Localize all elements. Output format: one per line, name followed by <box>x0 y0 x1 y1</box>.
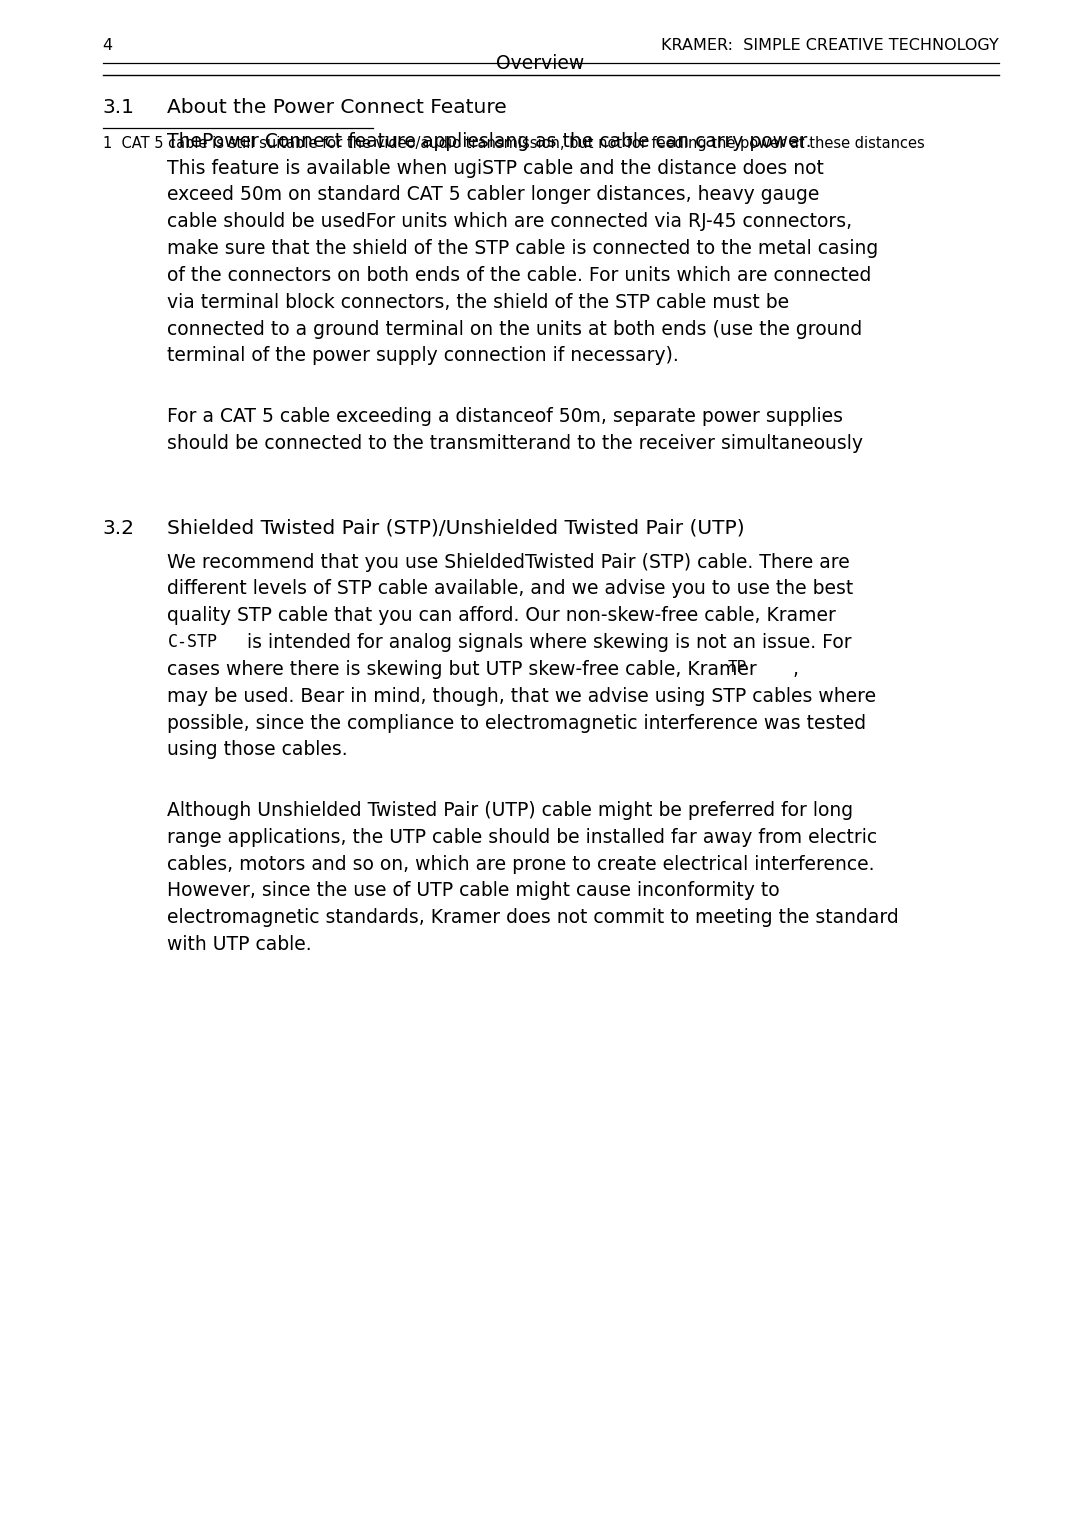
Text: C-STP: C-STP <box>167 633 217 652</box>
Text: Although Unshielded Twisted Pair (UTP) cable might be preferred for long: Although Unshielded Twisted Pair (UTP) c… <box>167 800 853 820</box>
Text: is intended for analog signals where skewing is not an issue. For: is intended for analog signals where ske… <box>224 633 852 652</box>
Text: of the connectors on both ends of the cable. For units which are connected: of the connectors on both ends of the ca… <box>167 265 872 285</box>
Text: ,: , <box>757 659 799 679</box>
Text: different levels of STP cable available, and we advise you to use the best: different levels of STP cable available,… <box>167 579 853 598</box>
Text: About the Power Connect Feature: About the Power Connect Feature <box>167 98 508 117</box>
Text: should be connected to the transmitterand to the receiver simultaneously: should be connected to the transmitteran… <box>167 434 863 452</box>
Text: with UTP cable.: with UTP cable. <box>167 935 312 954</box>
Text: quality STP cable that you can afford. Our non-skew-free cable, Kramer: quality STP cable that you can afford. O… <box>167 606 836 625</box>
Text: 4: 4 <box>103 38 112 54</box>
Text: may be used. Bear in mind, though, that we advise using STP cables where: may be used. Bear in mind, though, that … <box>167 687 877 705</box>
Text: Overview: Overview <box>496 54 584 72</box>
Text: cables, motors and so on, which are prone to create electrical interference.: cables, motors and so on, which are pron… <box>167 854 875 874</box>
Text: 1  CAT 5 cable is still suitable for the video/audio transmission, but not for f: 1 CAT 5 cable is still suitable for the … <box>103 136 924 150</box>
Text: exceed 50m on standard CAT 5 cabler longer distances, heavy gauge: exceed 50m on standard CAT 5 cabler long… <box>167 185 820 204</box>
Text: range applications, the UTP cable should be installed far away from electric: range applications, the UTP cable should… <box>167 828 878 846</box>
Text: We recommend that you use ShieldedTwisted Pair (STP) cable. There are: We recommend that you use ShieldedTwiste… <box>167 552 850 572</box>
Text: For a CAT 5 cable exceeding a distanceof 50m, separate power supplies: For a CAT 5 cable exceeding a distanceof… <box>167 406 843 426</box>
Text: connected to a ground terminal on the units at both ends (use the ground: connected to a ground terminal on the un… <box>167 319 863 339</box>
Text: However, since the use of UTP cable might cause inconformity to: However, since the use of UTP cable migh… <box>167 881 780 900</box>
Text: cases where there is skewing but UTP skew-free cable, Kramer: cases where there is skewing but UTP ske… <box>167 659 757 679</box>
Text: ThePower Connect feature applieslang as the cable can carry power.: ThePower Connect feature applieslang as … <box>167 132 812 150</box>
Text: TP: TP <box>728 659 746 675</box>
Text: KRAMER:  SIMPLE CREATIVE TECHNOLOGY: KRAMER: SIMPLE CREATIVE TECHNOLOGY <box>661 38 999 54</box>
Text: Shielded Twisted Pair (STP)/Unshielded Twisted Pair (UTP): Shielded Twisted Pair (STP)/Unshielded T… <box>167 518 745 538</box>
Text: via terminal block connectors, the shield of the STP cable must be: via terminal block connectors, the shiel… <box>167 293 789 311</box>
Text: 3.2: 3.2 <box>103 518 135 538</box>
Text: possible, since the compliance to electromagnetic interference was tested: possible, since the compliance to electr… <box>167 713 866 733</box>
Text: terminal of the power supply connection if necessary).: terminal of the power supply connection … <box>167 346 679 365</box>
Text: electromagnetic standards, Kramer does not commit to meeting the standard: electromagnetic standards, Kramer does n… <box>167 908 900 927</box>
Text: 3.1: 3.1 <box>103 98 135 117</box>
Text: using those cables.: using those cables. <box>167 740 348 759</box>
Text: make sure that the shield of the STP cable is connected to the metal casing: make sure that the shield of the STP cab… <box>167 239 879 258</box>
Text: cable should be usedFor units which are connected via RJ-45 connectors,: cable should be usedFor units which are … <box>167 212 852 231</box>
Text: This feature is available when ugiSTP cable and the distance does not: This feature is available when ugiSTP ca… <box>167 158 824 178</box>
